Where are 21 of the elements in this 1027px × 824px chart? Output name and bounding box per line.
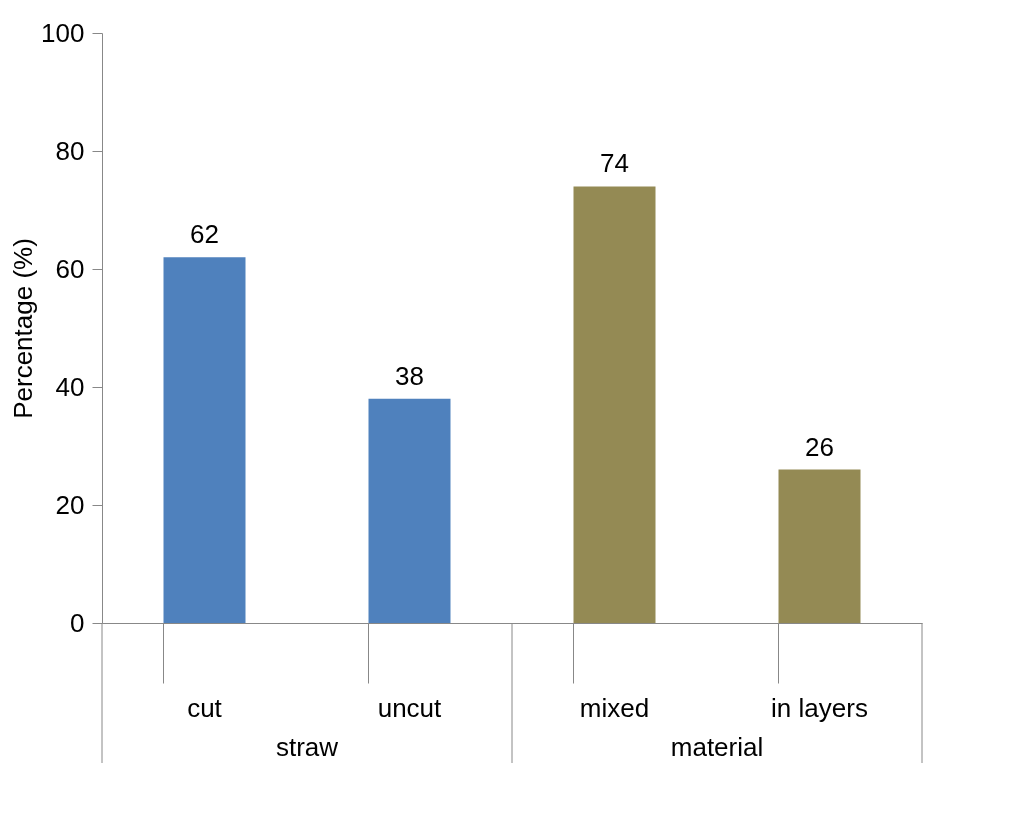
y-axis-title: Percentage (%)	[8, 238, 39, 419]
y-tick-label: 40	[55, 371, 85, 402]
x-tick-label: mixed	[579, 692, 650, 723]
data-label: 38	[395, 360, 424, 391]
data-label: 62	[190, 219, 219, 250]
bar	[163, 257, 246, 623]
text: straw	[275, 732, 339, 762]
bar	[573, 186, 656, 623]
data-label: 26	[805, 431, 834, 462]
y-tick-label: 80	[55, 135, 85, 166]
y-tick-label: 20	[55, 489, 85, 520]
y-tick-label: 0	[70, 607, 85, 638]
text: material	[670, 732, 764, 762]
x-tick-label: uncut	[377, 692, 443, 723]
bar	[368, 398, 451, 623]
x-tick-label: in layers	[771, 692, 868, 723]
bar	[778, 469, 861, 623]
x-tick-label: cut	[187, 692, 223, 723]
y-tick-label: 60	[55, 253, 85, 284]
y-tick-label: 100	[41, 17, 85, 48]
data-label: 74	[600, 148, 629, 179]
